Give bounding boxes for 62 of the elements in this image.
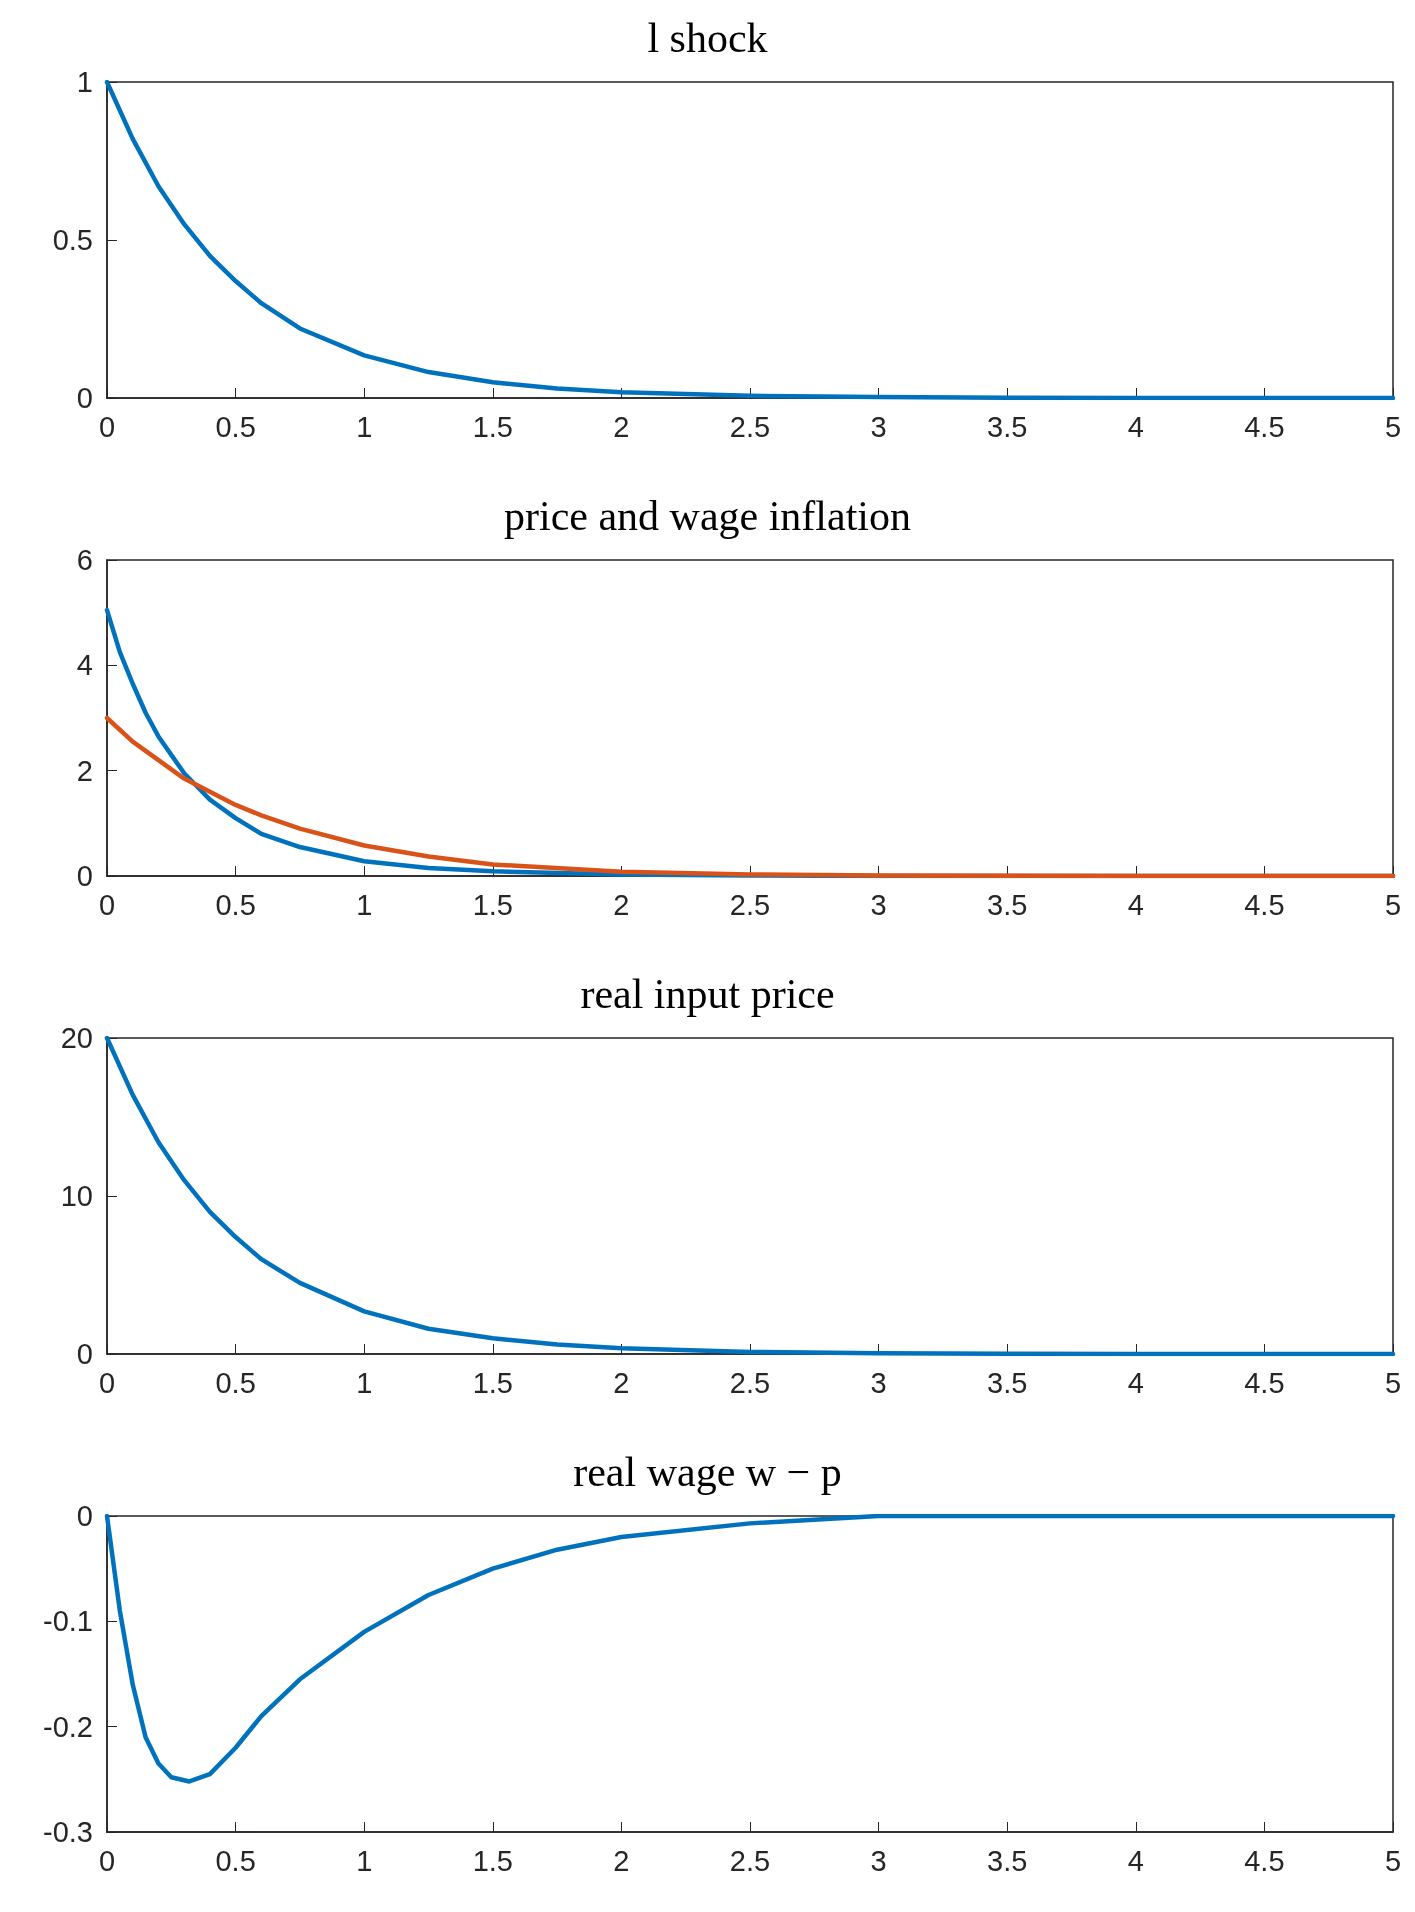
x-tick-label: 2.5	[729, 1366, 771, 1399]
x-tick-label: 2	[613, 410, 630, 443]
x-tick-label: 2.5	[729, 1844, 771, 1877]
x-tick-label: 3.5	[987, 888, 1028, 921]
x-tick-label: 1	[356, 888, 373, 921]
x-tick-label: 3.5	[987, 410, 1028, 443]
x-tick-label: 1.5	[472, 410, 513, 443]
y-tick-label: 0	[76, 1500, 93, 1532]
x-tick-label: 4.5	[1244, 410, 1285, 443]
x-tick-label: 0	[98, 1366, 116, 1399]
y-tick-label: -0.3	[43, 1816, 93, 1848]
y-tick-label: -0.2	[43, 1710, 93, 1743]
y-tick-label: 1	[76, 66, 93, 98]
x-tick-label: 3	[870, 1844, 887, 1877]
x-tick-label: 3	[870, 1366, 887, 1399]
x-tick-label: 3.5	[987, 1366, 1028, 1399]
x-tick-label: 0	[98, 410, 116, 443]
y-tick-label: 2	[76, 754, 93, 787]
y-tick-label: 10	[60, 1180, 93, 1212]
x-tick-label: 0.5	[215, 888, 256, 921]
y-tick-label: 6	[76, 544, 93, 576]
x-tick-label: 3	[870, 888, 887, 921]
x-tick-label: 4.5	[1244, 1366, 1285, 1399]
chart-title: real input price	[580, 971, 835, 1017]
x-tick-label: 4.5	[1244, 1844, 1285, 1877]
x-tick-label: 0.5	[215, 1366, 256, 1399]
x-tick-label: 4	[1127, 888, 1144, 921]
x-tick-label: 2	[613, 1366, 630, 1399]
x-tick-label: 1	[356, 1366, 373, 1399]
x-tick-label: 5	[1384, 1844, 1402, 1877]
x-tick-label: 3.5	[987, 1844, 1028, 1877]
x-tick-label: 2.5	[729, 888, 771, 921]
chart-title: l shock	[647, 15, 768, 61]
x-tick-label: 1	[356, 1844, 373, 1877]
x-tick-label: 1	[356, 410, 373, 443]
y-tick-label: -0.1	[43, 1605, 93, 1638]
x-tick-label: 3	[870, 410, 887, 443]
x-tick-label: 5	[1384, 888, 1402, 921]
x-tick-label: 4	[1127, 410, 1144, 443]
x-tick-label: 0	[98, 888, 116, 921]
chart-title: real wage w − p	[573, 1449, 842, 1495]
y-tick-label: 0	[76, 1338, 93, 1370]
y-tick-label: 0	[76, 382, 93, 414]
x-tick-label: 5	[1384, 1366, 1402, 1399]
chart-title: price and wage inflation	[504, 493, 911, 539]
x-tick-label: 1.5	[472, 1366, 513, 1399]
x-tick-label: 1.5	[472, 1844, 513, 1877]
x-tick-label: 5	[1384, 410, 1402, 443]
y-tick-label: 0	[76, 860, 93, 892]
x-tick-label: 4	[1127, 1366, 1144, 1399]
x-tick-label: 0.5	[215, 410, 256, 443]
x-tick-label: 2	[613, 888, 630, 921]
x-tick-label: 2.5	[729, 410, 771, 443]
x-tick-label: 1.5	[472, 888, 513, 921]
y-tick-label: 0.5	[52, 224, 93, 256]
x-tick-label: 0.5	[215, 1844, 256, 1877]
x-tick-label: 4	[1127, 1844, 1144, 1877]
y-tick-label: 4	[76, 649, 93, 682]
x-tick-label: 2	[613, 1844, 630, 1877]
y-tick-label: 20	[60, 1022, 93, 1054]
x-tick-label: 0	[98, 1844, 116, 1877]
x-tick-label: 4.5	[1244, 888, 1285, 921]
